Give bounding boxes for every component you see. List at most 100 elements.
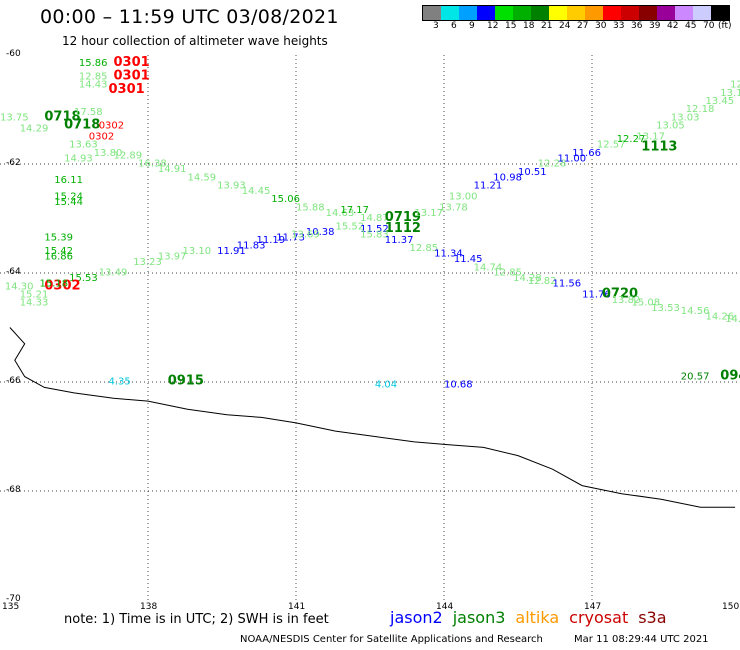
- swh-label: 15.42: [44, 246, 73, 257]
- swh-label: 0301: [114, 55, 150, 70]
- swh-label: 11.56: [553, 279, 582, 290]
- legend-swatch: [693, 6, 711, 20]
- longitude-tick-label: 141: [288, 602, 306, 612]
- lat-lon-grid: [0, 55, 740, 600]
- legend-label: 42: [667, 21, 679, 31]
- swh-label: 12.85: [493, 268, 522, 279]
- legend-swatch: [675, 6, 693, 20]
- swh-label: 0719: [385, 210, 421, 225]
- legend-swatch: [621, 6, 639, 20]
- swh-label: 12.27: [617, 134, 646, 145]
- legend-label: (ft): [718, 21, 732, 31]
- swh-label: 15.53: [69, 273, 98, 284]
- longitude-tick-label: 147: [584, 602, 602, 612]
- swh-label: 12.28: [538, 159, 567, 170]
- swh-label: 14.26: [706, 311, 735, 322]
- legend-swatch: [711, 6, 729, 20]
- map-title: 00:00 – 11:59 UTC 03/08/2021: [40, 6, 339, 28]
- swh-label: 13.53: [651, 303, 680, 314]
- swh-label: 0302: [99, 121, 124, 132]
- swh-label: 14.33: [20, 298, 49, 309]
- swh-label: 16.86: [44, 251, 73, 262]
- legend-label: 15: [505, 21, 517, 31]
- swh-label: 20.57: [681, 371, 710, 382]
- legend-swatch: [639, 6, 657, 20]
- swh-label: 14.56: [681, 306, 710, 317]
- legend-label: 24: [559, 21, 571, 31]
- swh-label: 15.52: [336, 221, 365, 232]
- swh-label: 17.58: [74, 107, 103, 118]
- swh-label: 10.38: [306, 227, 335, 238]
- swh-label: 11.00: [558, 153, 587, 164]
- swh-label: 11.66: [572, 148, 601, 159]
- footer-note: note: 1) Time is in UTC; 2) SWH is in fe…: [64, 612, 329, 627]
- swh-label: 13.82: [612, 295, 641, 306]
- swh-label: 13.75: [0, 112, 29, 123]
- swh-label: 14.74: [474, 262, 503, 273]
- satellite-name: s3a: [638, 608, 667, 627]
- longitude-tick-label: 135: [2, 602, 20, 612]
- swh-label: 0302: [44, 278, 80, 293]
- swh-label: 11.52: [360, 224, 389, 235]
- swh-label: 12.85: [410, 243, 439, 254]
- legend-swatch: [441, 6, 459, 20]
- swh-label: 15.44: [54, 197, 83, 208]
- swh-label: 094: [720, 368, 740, 383]
- swh-label: 12.1: [730, 80, 740, 91]
- swh-label: 1113: [641, 139, 677, 154]
- longitude-tick-label: 138: [140, 602, 158, 612]
- legend-swatch: [531, 6, 549, 20]
- legend-swatch: [585, 6, 603, 20]
- satellite-name: cryosat: [569, 608, 629, 627]
- legend-swatch: [459, 6, 477, 20]
- legend-label: 36: [631, 21, 643, 31]
- swh-label: 12.85: [79, 72, 108, 83]
- swh-label: 13.78: [439, 202, 468, 213]
- legend-label: 18: [523, 21, 535, 31]
- swh-label: 0720: [602, 287, 638, 302]
- swh-label: 12.82: [528, 276, 557, 287]
- timestamp-text: Mar 11 08:29:44 UTC 2021: [574, 634, 709, 645]
- swh-label: 15.18: [40, 279, 69, 290]
- swh-label: 0301: [114, 69, 150, 84]
- swh-label: 11.83: [237, 241, 266, 252]
- swh-label: 15.08: [632, 298, 661, 309]
- swh-label: 15.86: [79, 58, 108, 69]
- legend-label: 9: [469, 21, 475, 31]
- swh-label: 14.63: [326, 208, 355, 219]
- legend-label: 3: [433, 21, 439, 31]
- legend-swatch: [495, 6, 513, 20]
- swh-label: 13.17: [414, 208, 443, 219]
- swh-label: 12.18: [686, 104, 715, 115]
- legend-label: 21: [541, 21, 553, 31]
- swh-label: 0718: [44, 109, 80, 124]
- swh-label: 13.93: [217, 181, 246, 192]
- swh-label: 11.73: [276, 232, 305, 243]
- swh-label: 14.59: [188, 172, 217, 183]
- latitude-tick-label: -64: [6, 267, 21, 277]
- latitude-tick-label: -66: [6, 376, 21, 386]
- swh-label: 14.87: [360, 213, 389, 224]
- swh-label: 13.23: [133, 257, 162, 268]
- legend-swatch: [567, 6, 585, 20]
- swh-label: 1112: [385, 221, 421, 236]
- satellite-name: jason3: [452, 608, 506, 627]
- latitude-tick-label: -70: [6, 594, 21, 604]
- swh-label: 10.68: [444, 379, 473, 390]
- swh-label: 15.83: [360, 230, 389, 241]
- legend-label: 6: [451, 21, 457, 31]
- swh-label: 16.11: [54, 175, 83, 186]
- swh-label: 15.88: [296, 202, 325, 213]
- swh-label: 4.04: [375, 379, 397, 390]
- swh-label: 15.21: [20, 290, 49, 301]
- swh-label: 0301: [109, 82, 145, 97]
- swh-label: 13.69: [291, 230, 320, 241]
- swh-label: 11.76: [582, 290, 611, 301]
- satellite-legend: jason2 jason3 altika cryosat s3a: [390, 608, 677, 627]
- swh-label: 10.51: [518, 167, 547, 178]
- swh-label: 13.05: [656, 121, 685, 132]
- swh-label: 17.17: [340, 205, 369, 216]
- credits-line: NOAA/NESDIS Center for Satellite Applica…: [240, 634, 709, 645]
- satellite-name: altika: [515, 608, 560, 627]
